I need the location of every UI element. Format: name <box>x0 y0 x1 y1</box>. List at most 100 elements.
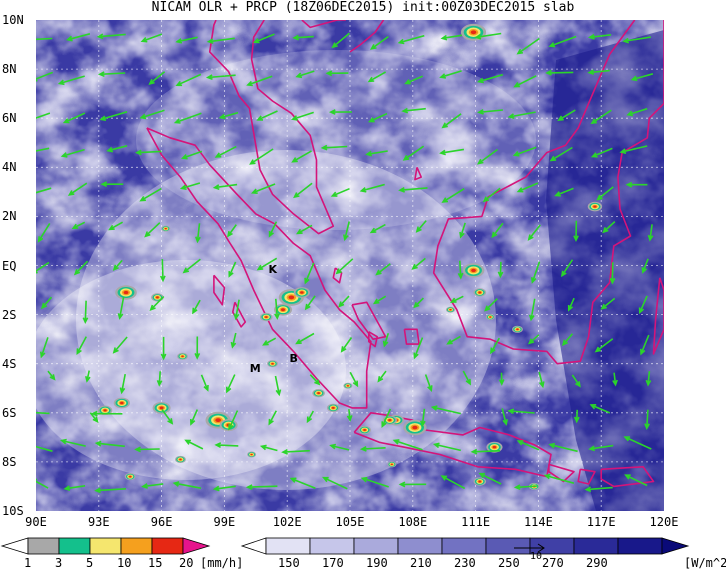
wind-vector <box>289 477 316 490</box>
wind-vector <box>73 260 89 276</box>
wind-vector <box>338 295 350 308</box>
coastline <box>351 301 387 340</box>
wind-vector <box>527 334 540 345</box>
colorbar-tick-label: 230 <box>454 556 476 570</box>
wind-vector <box>36 147 50 152</box>
colorbar-swatch <box>120 537 153 555</box>
colorbar-tick-label: 5 <box>86 556 94 570</box>
longitude-label: 93E <box>87 515 110 529</box>
wind-vector <box>609 262 616 285</box>
wind-vector <box>206 37 235 45</box>
longitude-label: 90E <box>25 515 47 529</box>
wind-vector <box>497 261 504 279</box>
wind-vector <box>295 70 315 79</box>
wind-vector <box>249 148 274 165</box>
colorbar-arrow <box>661 537 690 555</box>
coastline <box>208 20 335 235</box>
wind-vector <box>477 109 503 115</box>
wind-vector <box>340 337 353 353</box>
coastline <box>349 20 385 53</box>
wind-vector <box>148 71 166 85</box>
wind-vector <box>484 298 498 312</box>
wind-vector <box>402 145 425 161</box>
wind-vector <box>117 296 125 320</box>
wind-vector <box>594 338 614 353</box>
wind-vector <box>304 295 316 311</box>
wind-vector <box>398 481 427 488</box>
wind-vector <box>432 442 461 452</box>
wind-vector <box>645 371 652 387</box>
wind-vector <box>602 221 616 234</box>
wind-vector <box>139 109 165 120</box>
wind-vector <box>36 37 53 41</box>
wind-vector <box>85 370 91 383</box>
wind-vector <box>194 336 201 360</box>
wind-vector <box>462 370 471 386</box>
colorbar-tick-label: 1 <box>24 556 32 570</box>
coastline <box>577 468 596 485</box>
wind-vector <box>369 35 389 50</box>
wind-vector <box>156 371 163 387</box>
wind-vector <box>343 221 350 242</box>
wind-vector <box>293 182 313 199</box>
colorbar-swatch <box>617 537 663 555</box>
latitude-label: 4S <box>2 356 17 371</box>
longitude-label: 111E <box>461 515 491 529</box>
colorbar-swatch <box>353 537 399 555</box>
wind-vector <box>36 411 50 415</box>
colorbar-swatch <box>441 537 487 555</box>
wind-vector <box>359 183 385 193</box>
wind-vector <box>228 410 239 431</box>
wind-vector <box>192 299 201 315</box>
wind-vector <box>37 222 51 243</box>
latitude-label: 6S <box>2 405 17 420</box>
latitude-label: 2S <box>2 307 17 322</box>
coastline <box>353 412 552 478</box>
wind-vector <box>182 258 201 274</box>
wind-vector <box>531 261 541 284</box>
colorbar-swatch <box>58 537 91 555</box>
wind-vector <box>259 444 278 452</box>
colorbar-tick-label: 270 <box>542 556 564 570</box>
wind-vector <box>401 107 426 114</box>
wind-vector <box>382 333 390 348</box>
longitude-label: 99E <box>213 515 236 529</box>
wind-vector <box>491 222 504 239</box>
wind-vector <box>328 109 353 115</box>
wind-vector <box>516 182 539 193</box>
wind-vector <box>218 111 239 120</box>
wind-vector <box>589 404 611 414</box>
wind-vector <box>200 374 209 392</box>
wind-vector <box>226 374 236 394</box>
wind-vector <box>96 33 126 40</box>
wind-vector <box>119 373 126 395</box>
wind-vector <box>367 71 386 83</box>
precipitation-unit: [mm/h] <box>200 556 244 570</box>
wind-vector <box>325 70 349 77</box>
wind-vector <box>320 144 348 151</box>
olr-unit: [W/m^2] <box>684 556 726 570</box>
wind-vector <box>205 74 236 81</box>
wind-vectors <box>36 32 654 494</box>
wind-vector <box>368 112 388 123</box>
wind-vector <box>474 32 502 40</box>
latitude-label: 6N <box>2 111 17 126</box>
wind-vector <box>516 440 540 451</box>
wind-vector <box>641 258 649 274</box>
latitude-label: 8S <box>2 454 17 469</box>
wind-vector <box>369 223 386 234</box>
colorbar-swatch <box>151 537 184 555</box>
wind-vector <box>159 259 166 283</box>
wind-vector <box>624 474 648 487</box>
wind-vector <box>212 485 236 492</box>
wind-vector <box>590 109 612 125</box>
wind-vector <box>439 70 462 79</box>
wind-vector <box>140 33 163 43</box>
wind-vector <box>291 111 314 121</box>
wind-vector <box>175 36 198 44</box>
wind-vector <box>584 486 613 493</box>
wind-vector <box>596 186 614 201</box>
wind-vector <box>507 408 535 415</box>
wind-vector <box>76 336 88 355</box>
wind-vector <box>545 69 574 76</box>
